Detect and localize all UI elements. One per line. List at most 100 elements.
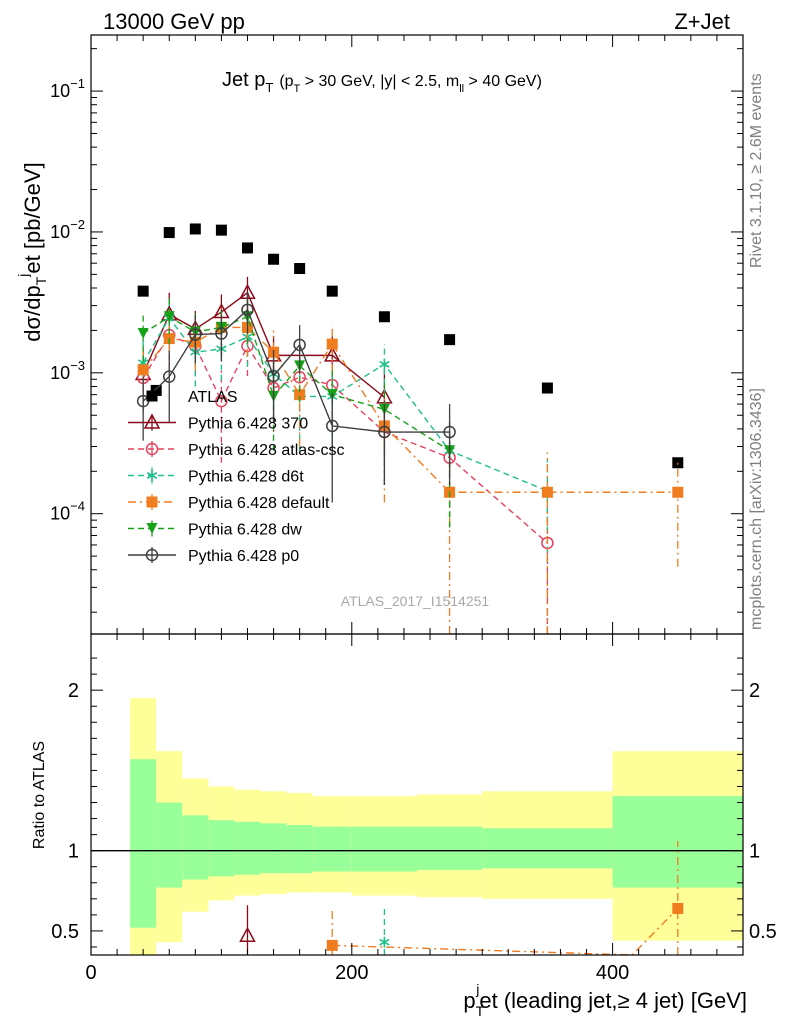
- data-point: [163, 311, 175, 323]
- ylabel-b: et [pb/GeV]: [20, 162, 45, 273]
- data-point: [163, 227, 175, 239]
- band-green: [312, 826, 352, 872]
- title-cut-close: > 40 GeV): [464, 73, 542, 90]
- mcplots-label: mcplots.cern.ch [arXiv:1306.3436]: [748, 388, 765, 630]
- legend-label: Pythia 6.428 atlas-csc: [188, 442, 345, 459]
- data-point: [215, 224, 227, 236]
- data-point: [137, 364, 149, 376]
- x-tick-label: 400: [596, 962, 629, 984]
- ratio-y-tick-label-right: 2: [749, 680, 760, 702]
- data-point: [325, 419, 339, 433]
- rivet-version-label: Rivet 3.1.10, ≥ 2.6M events: [748, 73, 765, 268]
- ylabel-a: dσ/dp: [20, 285, 45, 341]
- data-point: [326, 285, 338, 297]
- main-axes: 10−1 10−2 10−3 10−4: [50, 34, 744, 635]
- ratio-series-pythia-6-428-370: [239, 905, 256, 955]
- analysis-watermark: ATLAS_2017_I1514251: [341, 593, 490, 609]
- data-point: [137, 328, 149, 340]
- y-tick-label: 10−3: [50, 358, 85, 383]
- ratio-y-tick-label-right: 1: [749, 841, 760, 863]
- x-axis-label: pTjet (leading jet,≥ 4 jet) [GeV]: [463, 981, 747, 1019]
- data-point: [379, 358, 390, 370]
- data-point: [672, 457, 684, 469]
- legend: ATLAS Pythia 6.428 370 Pythia 6.428 atlas-…: [128, 389, 345, 565]
- series-line: [142, 326, 678, 493]
- x-tick-label: 200: [335, 962, 368, 984]
- legend-item: Pythia 6.428 dw: [128, 520, 302, 539]
- ratio-point: [239, 926, 256, 942]
- data-point: [215, 327, 228, 340]
- band-green: [260, 823, 287, 874]
- legend-item: Pythia 6.428 d6t: [128, 467, 304, 486]
- band-green: [351, 826, 417, 872]
- ratio-point: [326, 939, 338, 951]
- band-green: [286, 824, 313, 874]
- legend-label: ATLAS: [188, 389, 238, 406]
- band-green: [234, 821, 261, 875]
- data-point: [541, 486, 553, 498]
- data-point: [326, 338, 338, 350]
- header-left: 13000 GeV pp: [103, 9, 245, 34]
- legend-item: ATLAS: [146, 389, 238, 406]
- legend-marker: [146, 390, 158, 402]
- data-point: [150, 384, 162, 396]
- band-green: [417, 826, 483, 870]
- y-tick-label: 10−1: [50, 76, 85, 101]
- star-stroke: [146, 472, 158, 479]
- title-main: Jet p: [222, 69, 265, 91]
- ratio-point: [379, 936, 390, 948]
- ratio-y-tick-label: 0.5: [51, 921, 79, 943]
- xlabel-a: p: [463, 988, 475, 1013]
- legend-marker: [146, 523, 158, 534]
- legend-label: Pythia 6.428 default: [188, 495, 330, 512]
- data-point: [541, 382, 553, 394]
- band-green: [208, 820, 235, 877]
- data-point: [443, 425, 456, 439]
- y-tick-label: 10−2: [50, 217, 85, 242]
- legend-item: Pythia 6.428 default: [128, 494, 330, 512]
- legend-label: Pythia 6.428 dw: [188, 522, 302, 539]
- title-cut-open: (p: [279, 73, 293, 90]
- ratio-y-axis-label: Ratio to ATLAS: [31, 741, 48, 849]
- data-point: [294, 263, 306, 275]
- series-line: [142, 334, 548, 544]
- main-y-axis-label: dσ/dpTjet [pb/GeV]: [15, 162, 49, 341]
- ratio-frame: [90, 633, 744, 956]
- ratio-y-tick-label: 2: [68, 680, 79, 702]
- xlabel-sub: T: [476, 1003, 485, 1019]
- legend-label: Pythia 6.428 p0: [188, 548, 299, 565]
- legend-item: Pythia 6.428 370: [128, 413, 308, 433]
- title-cut-mid: > 30 GeV, |y| < 2.5, m: [300, 73, 459, 90]
- legend-marker: [143, 413, 161, 429]
- plot-title: Jet pT (pT > 30 GeV, |y| < 2.5, mll > 40 …: [222, 69, 542, 95]
- series-atlas: [137, 223, 684, 469]
- series-line: [142, 308, 450, 433]
- data-point: [267, 369, 280, 383]
- data-point: [241, 303, 254, 317]
- title-main-sub: T: [265, 80, 273, 95]
- star-stroke: [379, 938, 390, 946]
- main-series-layer: [134, 223, 684, 634]
- data-point: [378, 425, 391, 439]
- data-point: [444, 334, 456, 346]
- data-point: [294, 389, 306, 401]
- xlabel-b: et (leading jet,≥ 4 jet) [GeV]: [479, 988, 747, 1013]
- ratio-bands: [91, 698, 743, 955]
- band-green: [182, 815, 209, 880]
- title-cut-sub: T: [294, 83, 301, 95]
- legend-marker: [146, 496, 158, 508]
- legend-marker: [146, 470, 158, 481]
- band-green: [156, 802, 183, 888]
- legend-marker: [145, 442, 159, 456]
- title-cut-sub2: ll: [459, 83, 464, 95]
- x-tick-label: 0: [85, 962, 96, 984]
- y-tick-label: 10−4: [50, 499, 85, 524]
- data-point: [268, 253, 280, 265]
- data-point: [137, 285, 149, 297]
- legend-marker: [145, 548, 159, 562]
- band-green: [130, 759, 157, 928]
- series-line: [142, 315, 450, 452]
- ratio-y-tick-label-right: 0.5: [749, 921, 777, 943]
